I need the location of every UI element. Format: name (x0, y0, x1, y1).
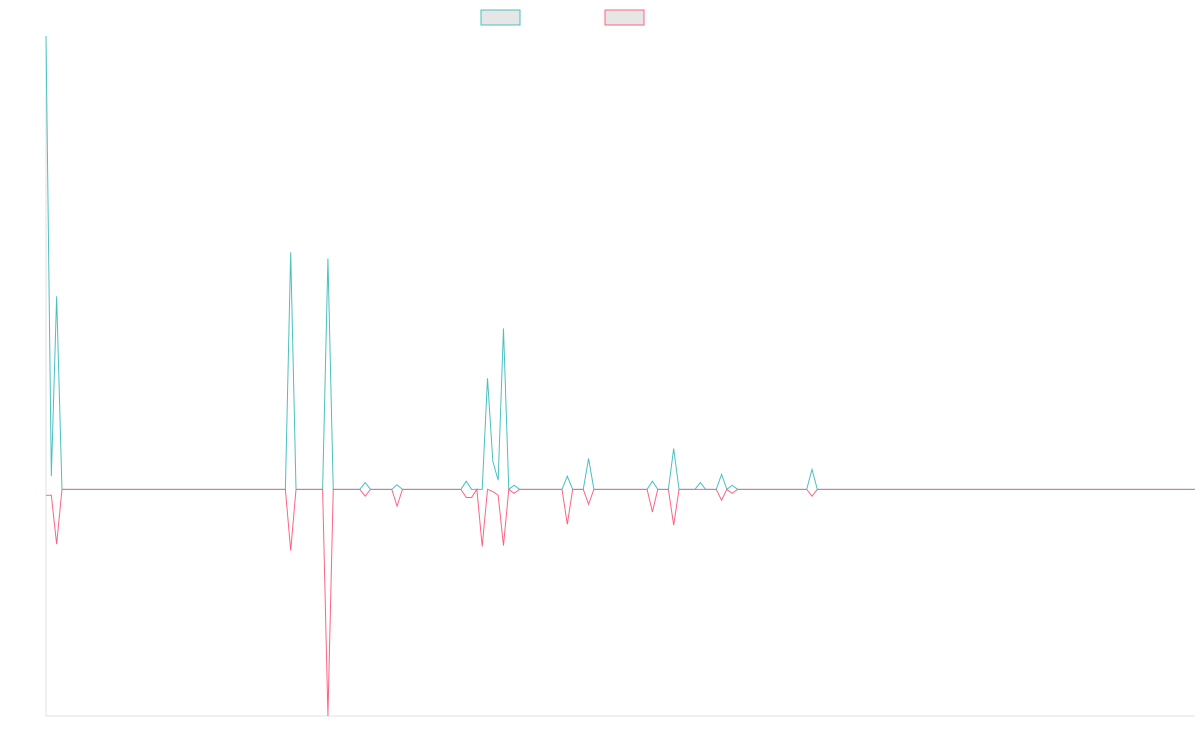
legend-swatch (480, 9, 521, 26)
series-line (45, 35, 1195, 491)
legend-swatch (604, 9, 645, 26)
series-line (46, 487, 1195, 717)
